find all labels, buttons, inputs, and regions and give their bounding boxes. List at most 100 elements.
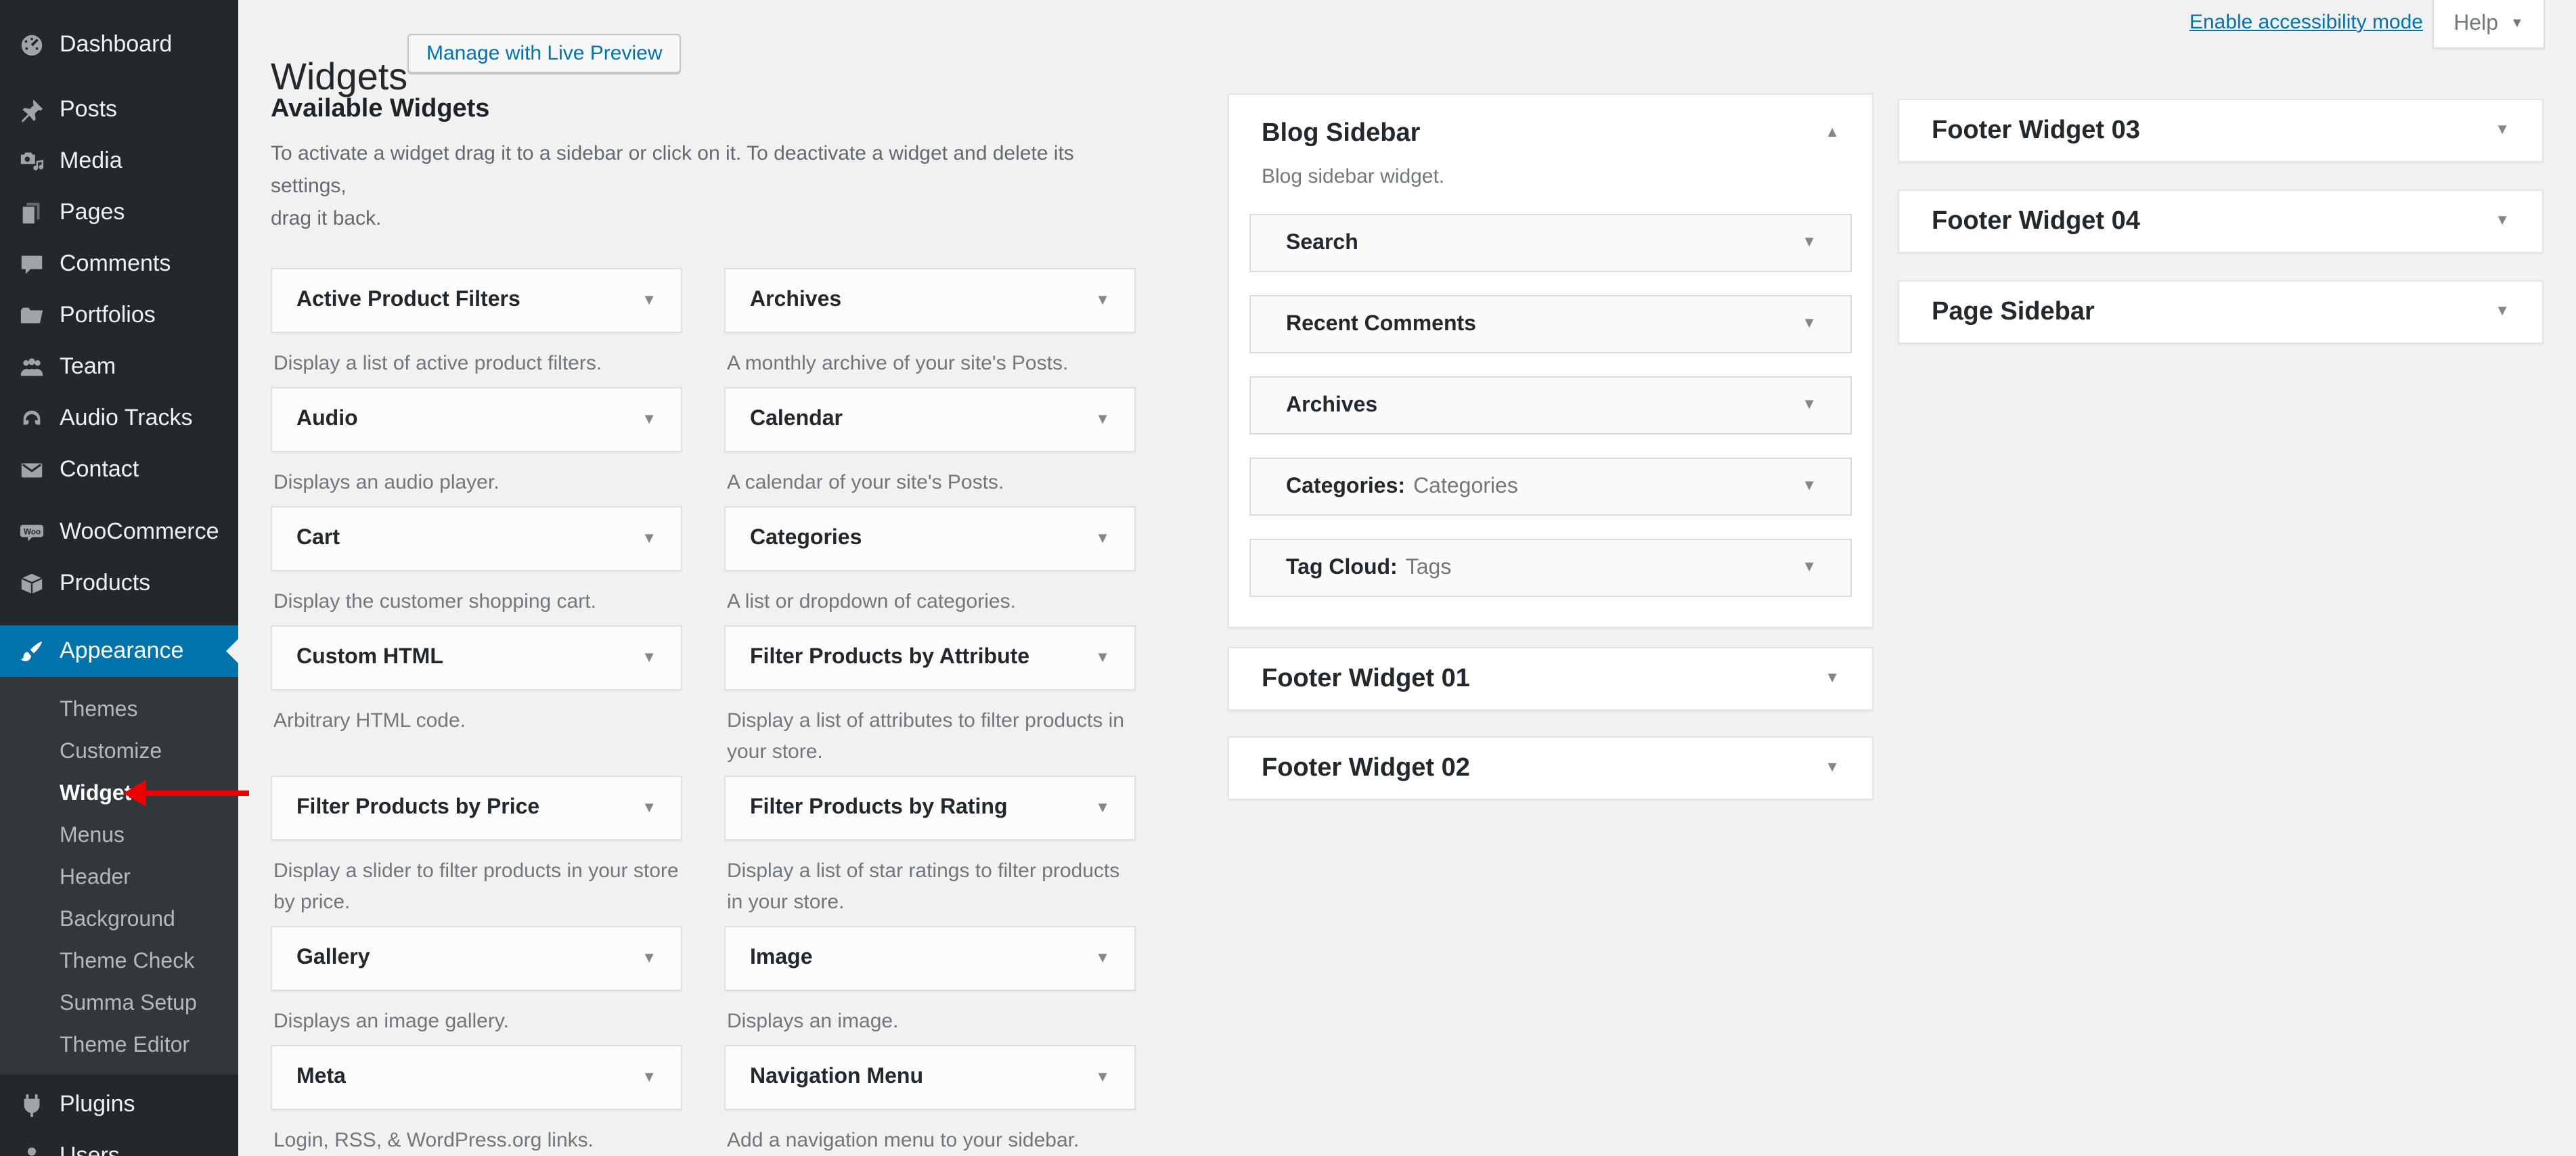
collapse-toggle-icon[interactable] [1825,126,1840,141]
manage-live-preview-button[interactable]: Manage with Live Preview [407,34,682,73]
widget-cell: Filter Products by Rating Display a list… [724,776,1136,926]
widget-card-categories[interactable]: Categories [724,506,1136,571]
widget-card-archives[interactable]: Archives [724,268,1136,333]
available-widgets-grid: Active Product Filters Display a list of… [271,268,1136,1156]
paintbrush-icon [19,638,45,664]
expand-toggle-icon[interactable] [1825,761,1840,776]
widget-subtitle: Categories [1413,474,1518,497]
expand-toggle-icon[interactable] [1802,560,1817,575]
sidebar-item-pages[interactable]: Pages [0,187,238,238]
submenu-item-summa-setup[interactable]: Summa Setup [60,992,197,1015]
widget-card-title: Audio [296,407,358,430]
widget-cell: Filter Products by Price Display a slide… [271,776,682,926]
widget-card-meta[interactable]: Meta [271,1045,682,1110]
submenu-item-theme-editor[interactable]: Theme Editor [60,1034,190,1057]
sidebar-item-comments[interactable]: Comments [0,238,238,290]
admin-sidebar: Dashboard Posts Media Pages Comments [0,0,238,1156]
expand-toggle-icon[interactable] [1095,412,1110,427]
expand-toggle-icon[interactable] [642,951,657,966]
sidebar-widget-tag-cloud[interactable]: Tag Cloud: Tags [1249,539,1852,597]
sidebar-item-portfolios[interactable]: Portfolios [0,290,238,341]
expand-toggle-icon[interactable] [642,293,657,308]
widget-card-navigation-menu[interactable]: Navigation Menu [724,1045,1136,1110]
submenu-item-widgets[interactable]: Widgets [60,782,144,805]
submenu-item-theme-check[interactable]: Theme Check [60,950,195,973]
widget-card-audio[interactable]: Audio [271,387,682,452]
widget-label: Categories: Categories [1286,474,1802,499]
expand-toggle-icon[interactable] [1802,479,1817,494]
submenu-item-menus[interactable]: Menus [60,824,125,847]
widget-card-calendar[interactable]: Calendar [724,387,1136,452]
expand-toggle-icon[interactable] [642,801,657,816]
help-tab[interactable]: Help [2433,0,2545,49]
expand-toggle-icon[interactable] [642,650,657,665]
expand-toggle-icon[interactable] [2495,305,2510,319]
expand-toggle-icon[interactable] [642,1070,657,1085]
blog-sidebar-header[interactable]: Blog Sidebar [1229,95,1872,152]
sidebar-item-audio-tracks[interactable]: Audio Tracks [0,393,238,444]
sidebar-widget-search[interactable]: Search [1249,214,1852,272]
widget-cell: Filter Products by Attribute Display a l… [724,625,1136,776]
sidebar-widget-recent-comments[interactable]: Recent Comments [1249,295,1852,353]
expand-toggle-icon[interactable] [1095,801,1110,816]
sidebar-item-woocommerce[interactable]: Woo WooCommerce [0,506,238,558]
widget-card-filter-products-by-attribute[interactable]: Filter Products by Attribute [724,625,1136,690]
expand-toggle-icon[interactable] [2495,123,2510,138]
panel-title: Blog Sidebar [1262,119,1421,148]
widget-card-custom-html[interactable]: Custom HTML [271,625,682,690]
woocommerce-icon: Woo [19,519,45,545]
expand-toggle-icon[interactable] [1095,293,1110,308]
page-title: Widgets [271,55,408,97]
expand-toggle-icon[interactable] [642,412,657,427]
available-widgets-section: Available Widgets To activate a widget d… [271,95,1136,1156]
submenu-item-header[interactable]: Header [60,866,131,889]
widget-card-description: A calendar of your site's Posts. [727,471,1004,494]
submenu-item-customize[interactable]: Customize [60,740,162,763]
widget-card-active-product-filters[interactable]: Active Product Filters [271,268,682,333]
sidebar-item-label: Dashboard [60,31,173,57]
widget-card-image[interactable]: Image [724,926,1136,991]
expand-toggle-icon[interactable] [1802,317,1817,332]
widget-cell: Gallery Displays an image gallery. [271,926,682,1045]
expand-toggle-icon[interactable] [642,531,657,546]
sidebar-widget-categories[interactable]: Categories: Categories [1249,458,1852,516]
headphones-icon [19,405,45,431]
expand-toggle-icon[interactable] [2495,214,2510,229]
footer-widget-01-panel[interactable]: Footer Widget 01 [1228,647,1873,711]
expand-toggle-icon[interactable] [1825,671,1840,686]
sidebar-item-appearance[interactable]: Appearance [0,625,238,677]
sidebar-item-products[interactable]: Products [0,558,238,609]
widget-card-cart[interactable]: Cart [271,506,682,571]
sidebar-item-users[interactable]: Users [0,1130,238,1156]
widget-card-title: Custom HTML [296,646,443,669]
sidebar-item-contact[interactable]: Contact [0,444,238,495]
footer-widget-02-panel[interactable]: Footer Widget 02 [1228,736,1873,800]
expand-toggle-icon[interactable] [1095,1070,1110,1085]
widget-card-gallery[interactable]: Gallery [271,926,682,991]
expand-toggle-icon[interactable] [1095,951,1110,966]
sidebar-item-dashboard[interactable]: Dashboard [0,19,238,70]
expand-toggle-icon[interactable] [1095,650,1110,665]
widget-card-filter-products-by-price[interactable]: Filter Products by Price [271,776,682,841]
footer-widget-03-panel[interactable]: Footer Widget 03 [1898,99,2544,162]
sidebar-item-posts[interactable]: Posts [0,84,238,135]
widget-card-title: Image [750,946,813,969]
plugin-icon [19,1092,45,1117]
expand-toggle-icon[interactable] [1095,531,1110,546]
widget-card-filter-products-by-rating[interactable]: Filter Products by Rating [724,776,1136,841]
widget-cell: Categories A list or dropdown of categor… [724,506,1136,625]
sidebar-widget-archives[interactable]: Archives [1249,376,1852,435]
submenu-item-background[interactable]: Background [60,908,175,931]
enable-accessibility-link[interactable]: Enable accessibility mode [2189,11,2423,34]
sidebar-item-plugins[interactable]: Plugins [0,1079,238,1130]
sidebar-item-media[interactable]: Media [0,135,238,187]
sidebar-item-team[interactable]: Team [0,341,238,393]
widget-card-description: Displays an image. [727,1010,899,1033]
blog-sidebar-widget-list: Search Recent Comments Archives Categori… [1229,214,1872,627]
footer-widget-04-panel[interactable]: Footer Widget 04 [1898,190,2544,253]
expand-toggle-icon[interactable] [1802,236,1817,250]
page-sidebar-panel[interactable]: Page Sidebar [1898,280,2544,344]
submenu-item-themes[interactable]: Themes [60,698,138,721]
expand-toggle-icon[interactable] [1802,398,1817,413]
